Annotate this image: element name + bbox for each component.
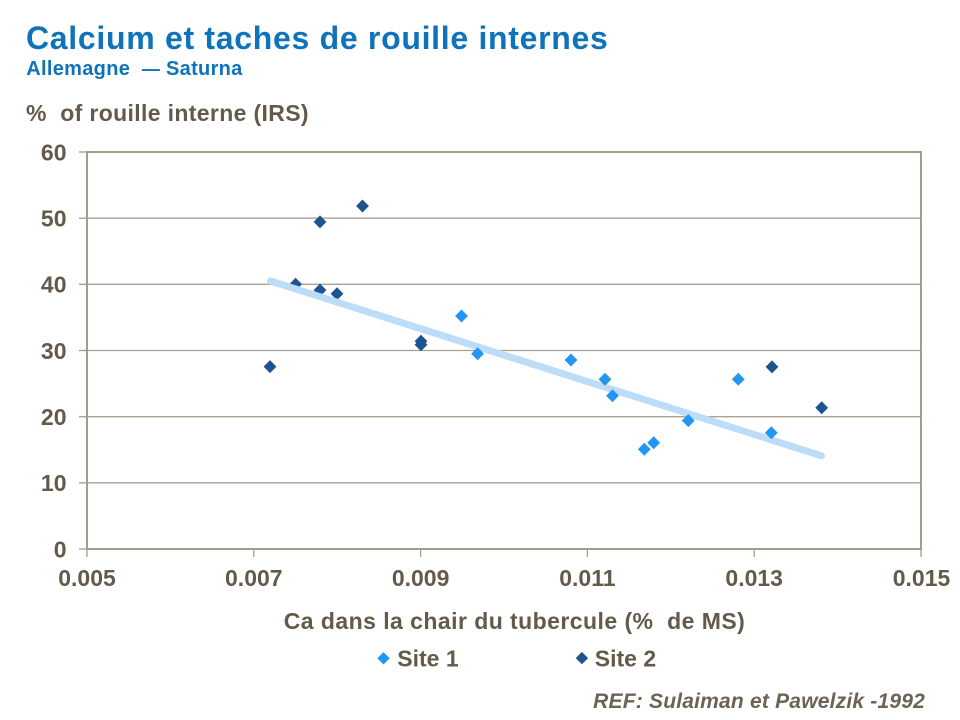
svg-text:60: 60 — [41, 139, 67, 165]
svg-text:0: 0 — [54, 536, 67, 562]
svg-text:50: 50 — [41, 206, 67, 232]
svg-text:Site 1: Site 1 — [397, 646, 459, 672]
svg-text:Site 2: Site 2 — [595, 646, 656, 672]
svg-text:0.015: 0.015 — [893, 565, 951, 591]
svg-text:0.005: 0.005 — [58, 565, 116, 591]
svg-text:0.013: 0.013 — [725, 565, 783, 591]
svg-text:0.009: 0.009 — [392, 565, 450, 591]
svg-text:Ca dans la chair du tubercule: Ca dans la chair du tubercule (% de MS) — [284, 608, 745, 634]
svg-text:0.011: 0.011 — [559, 565, 615, 591]
svg-text:30: 30 — [41, 338, 67, 364]
svg-text:0.007: 0.007 — [225, 565, 283, 591]
svg-text:40: 40 — [41, 272, 67, 298]
svg-text:Calcium et taches de rouille i: Calcium et taches de rouille internes — [26, 20, 609, 56]
svg-text:10: 10 — [41, 470, 67, 496]
svg-text:REF: Sulaiman et Pawelzik -199: REF: Sulaiman et Pawelzik -1992 — [593, 690, 925, 713]
svg-text:20: 20 — [41, 404, 67, 430]
svg-text:Allemagne — Saturna: Allemagne — Saturna — [26, 58, 243, 80]
svg-text:% of rouille interne (IRS): % of rouille interne (IRS) — [26, 100, 309, 126]
